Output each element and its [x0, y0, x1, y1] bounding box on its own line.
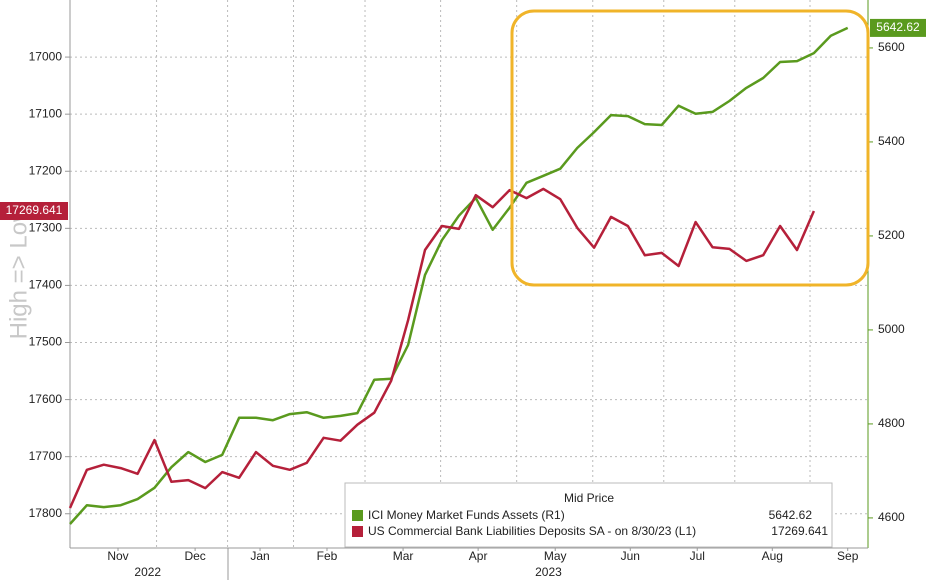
last-value-tag: [870, 18, 926, 37]
legend-swatch: [352, 510, 363, 521]
line-series: [69, 26, 849, 525]
last-value-label: 17269.641: [6, 203, 63, 217]
x-tick-label: Nov: [107, 549, 128, 563]
y-tick-label: 17300: [29, 221, 63, 235]
y2-tick-label: 4600: [878, 510, 905, 524]
legend-value: 5642.62: [769, 508, 813, 522]
legend: Mid Price ICI Money Market Funds Assets …: [344, 482, 833, 548]
y-tick-label: 17100: [29, 106, 63, 120]
y-tick-label: 17600: [29, 392, 63, 406]
highlight-box: [510, 9, 870, 287]
y2-tick-label: 5400: [878, 134, 905, 148]
marks: [68, 26, 849, 525]
last-value-label: 5642.62: [876, 20, 920, 34]
x-tick-label: Apr: [469, 549, 488, 563]
y-tick-label: 17500: [29, 335, 63, 349]
last-value-tag: [0, 202, 68, 221]
y-tick-label: 17200: [29, 163, 63, 177]
legend-swatch: [352, 526, 363, 537]
x-tick-label: Mar: [393, 549, 414, 563]
y-axis-label: High => Low: [5, 204, 32, 339]
legend-label: US Commercial Bank Liabilities Deposits …: [368, 524, 696, 538]
y2-tick-label: 4800: [878, 416, 905, 430]
y-tick-label: 17700: [29, 449, 63, 463]
year-label: 2022: [134, 565, 161, 579]
x-tick-label: May: [544, 549, 567, 563]
year-label: 2023: [535, 565, 562, 579]
y2-tick-label: 5600: [878, 40, 905, 54]
legend-title: Mid Price: [564, 491, 614, 505]
y-tick-label: 17400: [29, 278, 63, 292]
x-tick-label: Dec: [184, 549, 205, 563]
y2-tick-label: 5200: [878, 228, 905, 242]
y2-tick-label: 5000: [878, 322, 905, 336]
x-tick-label: Jun: [621, 549, 640, 563]
x-tick-label: Aug: [762, 549, 783, 563]
legend-box: [344, 482, 833, 548]
x-tick-label: Feb: [317, 549, 338, 563]
legend-label: ICI Money Market Funds Assets (R1): [368, 508, 565, 522]
x-tick-label: Jul: [690, 549, 705, 563]
x-tick-label: Jan: [250, 549, 269, 563]
x-tick-label: Sep: [837, 549, 859, 563]
y-tick-label: 17800: [29, 506, 63, 520]
legend-value: 17269.641: [771, 524, 828, 538]
line-series: [68, 187, 816, 509]
y-tick-label: 17000: [29, 49, 63, 63]
